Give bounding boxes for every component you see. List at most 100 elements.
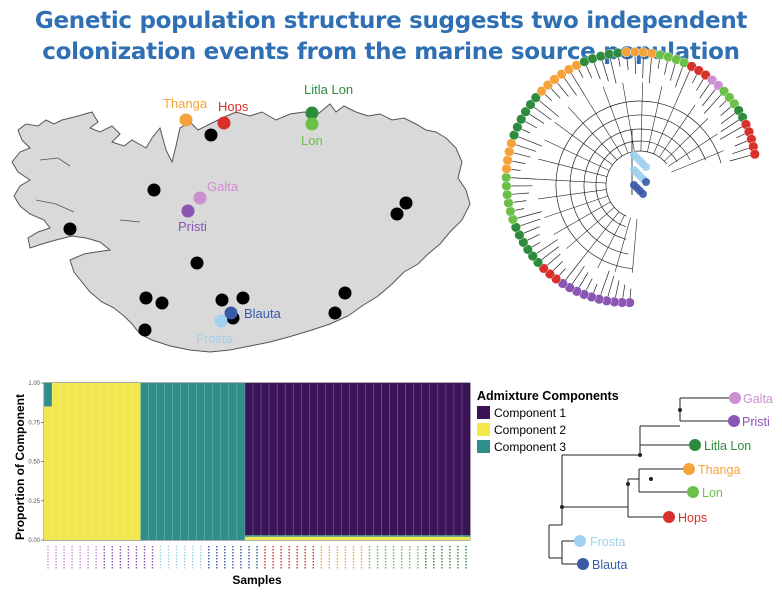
- admixture-bar-segment: [438, 383, 446, 535]
- circ-tree-center-tip: [642, 178, 650, 186]
- circular-phylogeny: [501, 47, 759, 307]
- admixture-bar-segment: [333, 535, 341, 537]
- circ-tree-spoke: [598, 215, 625, 267]
- admixture-bar-segment: [414, 383, 422, 535]
- admixture-bar-segment: [382, 537, 390, 540]
- admixture-bar-segment: [277, 535, 285, 537]
- admixture-bar-segment: [454, 537, 462, 540]
- admixture-bar-segment: [462, 535, 470, 537]
- admixture-bar-segment: [438, 537, 446, 540]
- circ-tree-center-tip: [642, 163, 650, 171]
- admixture-bar-segment: [366, 535, 374, 537]
- admixture-bar-segment: [414, 537, 422, 540]
- map-label-galta: Galta: [207, 179, 239, 194]
- circ-tree-tip: [604, 49, 614, 59]
- admixture-bar-segment: [68, 383, 76, 540]
- circ-tree-tip: [506, 207, 516, 217]
- circ-tree-tip: [502, 190, 512, 200]
- circ-tree-tip: [504, 147, 514, 157]
- circ-tree-spoke: [581, 212, 619, 260]
- circ-tree-spoke: [538, 159, 607, 177]
- map-label-blauta: Blauta: [244, 306, 282, 321]
- circ-tree-spoke: [647, 86, 662, 152]
- marine-site-dot: [156, 297, 169, 310]
- marine-site-dot: [216, 294, 229, 307]
- lon-site: [306, 118, 319, 131]
- population-tree: Galta Pristi Litla Lon Thanga Lon Hops F…: [549, 392, 773, 572]
- admixture-bar-segment: [253, 537, 261, 540]
- admixture-bar-segment: [446, 537, 454, 540]
- tree-node-marker: [626, 482, 630, 486]
- iceland-outline: [12, 104, 470, 352]
- admixture-bar-segment: [454, 535, 462, 537]
- frosta-site: [215, 315, 228, 328]
- tree-label-litla-lon: Litla Lon: [704, 439, 751, 453]
- legend-swatch-component-1: [477, 406, 490, 419]
- marine-site-dot: [339, 287, 352, 300]
- circ-tree-tip: [639, 48, 649, 58]
- tree-label-hops: Hops: [678, 511, 707, 525]
- admixture-bar-segment: [261, 535, 269, 537]
- circ-tree-tip: [655, 50, 665, 60]
- admixture-bar-segment: [221, 383, 229, 540]
- y-tick-label: 0.25: [28, 499, 40, 505]
- circ-tree-tip: [630, 47, 640, 57]
- admixture-bar-segment: [277, 537, 285, 540]
- admixture-bar-segment: [44, 407, 52, 540]
- admixture-bar-segment: [357, 535, 365, 537]
- admixture-bar-segment: [52, 383, 60, 540]
- admixture-bar-segment: [317, 383, 325, 535]
- admixture-bar-segment: [293, 535, 301, 537]
- admixture-bar-segment: [333, 383, 341, 535]
- tree-label-lon: Lon: [702, 486, 723, 500]
- tree-tip-lon: [687, 486, 699, 498]
- map-label-lon: Lon: [301, 133, 323, 148]
- admixture-bar-segment: [293, 383, 301, 535]
- admixture-bar-segment: [301, 537, 309, 540]
- admixture-bar-segment: [349, 383, 357, 535]
- admixture-bar-segment: [430, 383, 438, 535]
- circ-tree-tip: [501, 173, 511, 183]
- admixture-bar-segment: [422, 537, 430, 540]
- legend-swatch-component-3: [477, 440, 490, 453]
- admixture-bar-segment: [132, 383, 140, 540]
- tree-tip-galta: [729, 392, 741, 404]
- tree-label-thanga: Thanga: [698, 463, 740, 477]
- admixture-bar-segment: [165, 383, 173, 540]
- admixture-bar-segment: [92, 383, 100, 540]
- tree-tip-thanga: [683, 463, 695, 475]
- admixture-plot: 0.000.250.500.751.00 Proportion of Compo…: [13, 381, 619, 587]
- marine-site-dot: [329, 307, 342, 320]
- admixture-bar-segment: [462, 383, 470, 535]
- admixture-bar-segment: [148, 383, 156, 540]
- admixture-bar-segment: [317, 537, 325, 540]
- admixture-bar-segment: [309, 537, 317, 540]
- admixture-bar-segment: [245, 535, 253, 537]
- admixture-bar-segment: [317, 535, 325, 537]
- admixture-bar-segment: [382, 535, 390, 537]
- figure-canvas: Thanga Hops Litla Lon Lon Galta Pristi B…: [0, 0, 782, 596]
- admixture-bar-segment: [269, 383, 277, 535]
- admixture-bar-segment: [269, 537, 277, 540]
- admixture-bar-segment: [349, 537, 357, 540]
- admixture-bar-segment: [44, 383, 52, 407]
- admixture-bar-segment: [173, 383, 181, 540]
- admixture-bar-segment: [374, 537, 382, 540]
- admixture-bar-segment: [374, 383, 382, 535]
- admixture-bar-segment: [462, 537, 470, 540]
- admixture-bar-segment: [325, 383, 333, 535]
- admixture-bar-segment: [245, 537, 253, 540]
- admixture-bar-segment: [189, 383, 197, 540]
- tree-node-marker: [649, 477, 653, 481]
- admixture-bar-segment: [366, 537, 374, 540]
- admixture-bar-segment: [341, 535, 349, 537]
- admixture-bar-segment: [140, 383, 148, 540]
- y-tick-label: 1.00: [28, 381, 40, 387]
- tree-tip-frosta: [574, 535, 586, 547]
- admixture-bar-segment: [414, 535, 422, 537]
- admixture-bar-segment: [108, 383, 116, 540]
- admixture-bar-segment: [357, 537, 365, 540]
- admixture-bar-segment: [390, 535, 398, 537]
- admixture-bar-segment: [277, 383, 285, 535]
- tree-label-frosta: Frosta: [590, 535, 625, 549]
